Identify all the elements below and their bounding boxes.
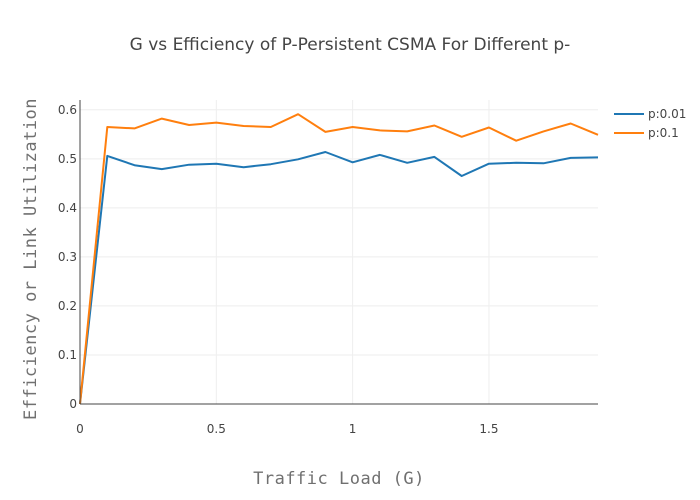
y-tick-label: 0.6 [58,103,77,117]
x-tick-label: 1 [349,422,357,436]
y-tick-label: 0 [69,397,77,411]
legend-label: p:0.01 [648,107,686,121]
grid-lines [80,100,598,404]
x-tick-label: 0.5 [207,422,226,436]
series-line-p-0-1 [79,113,599,405]
axis-ticks: 0 0.1 0.2 0.3 0.4 0.5 0.6 0 0.5 1 1.5 [58,103,499,436]
series-line-p-0-01 [79,151,599,405]
legend-label: p:0.1 [648,126,679,140]
y-axis-title: Efficiency or Link Utilization [21,98,41,420]
series-lines [79,113,599,405]
chart-title: G vs Efficiency of P-Persistent CSMA For… [130,35,571,55]
x-tick-label: 0 [76,422,84,436]
y-tick-label: 0.3 [58,250,77,264]
x-tick-label: 1.5 [479,422,498,436]
y-tick-label: 0.2 [58,299,77,313]
y-tick-label: 0.1 [58,348,77,362]
y-tick-label: 0.5 [58,152,77,166]
x-axis-title: Traffic Load (G) [253,469,425,489]
y-tick-label: 0.4 [58,201,77,215]
legend: p:0.01 p:0.1 [614,107,686,140]
